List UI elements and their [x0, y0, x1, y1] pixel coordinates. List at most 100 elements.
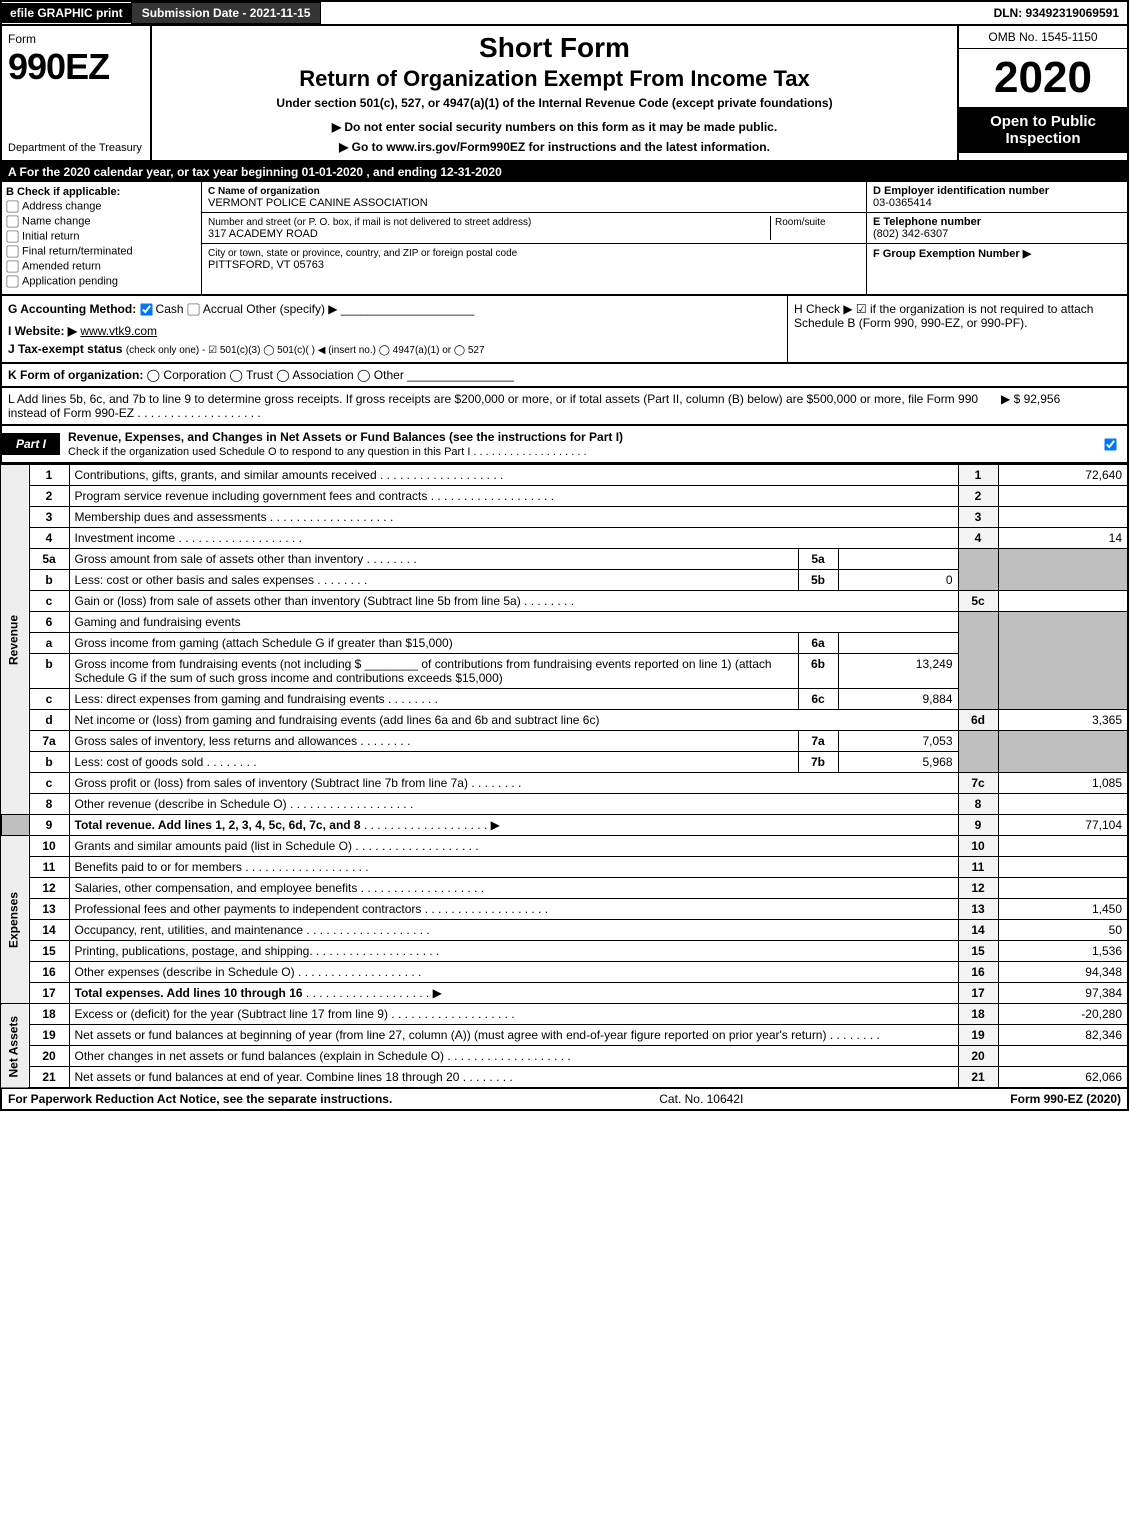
expenses-side-label: Expenses	[1, 836, 29, 1004]
l-row: L Add lines 5b, 6c, and 7b to line 9 to …	[0, 388, 1129, 426]
row-a-tax-year: A For the 2020 calendar year, or tax yea…	[0, 162, 1129, 182]
line-7b-text: Less: cost of goods sold	[75, 755, 257, 769]
omb-number: OMB No. 1545-1150	[959, 26, 1127, 49]
ein-value: 03-0365414	[873, 197, 932, 209]
line-7a-text: Gross sales of inventory, less returns a…	[75, 734, 411, 748]
sub-7b: 5,968	[838, 752, 958, 773]
val-14: 50	[998, 920, 1128, 941]
g-cash[interactable]: Cash	[140, 302, 184, 316]
line-4-text: Investment income	[75, 531, 302, 545]
short-form-title: Short Form	[158, 32, 951, 64]
cb-amended-return[interactable]: Amended return	[6, 260, 197, 273]
val-13: 1,450	[998, 899, 1128, 920]
val-3	[998, 507, 1128, 528]
line-2-text: Program service revenue including govern…	[75, 489, 555, 503]
val-15: 1,536	[998, 941, 1128, 962]
val-21: 62,066	[998, 1067, 1128, 1089]
efile-label[interactable]: efile GRAPHIC print	[2, 3, 131, 23]
line-12-text: Salaries, other compensation, and employ…	[75, 881, 485, 895]
website-value[interactable]: www.vtk9.com	[80, 324, 157, 338]
val-5c	[998, 591, 1128, 612]
form-header: Form 990EZ Department of the Treasury Sh…	[0, 26, 1129, 162]
netassets-side-label: Net Assets	[1, 1004, 29, 1089]
e-tel-label: E Telephone number	[873, 216, 981, 228]
sub-6b: 13,249	[838, 654, 958, 689]
line-num-1: 1	[29, 465, 69, 486]
l-amount: ▶ $ 92,956	[1001, 392, 1121, 420]
g-accrual[interactable]: Accrual	[187, 302, 243, 316]
subtitle: Under section 501(c), 527, or 4947(a)(1)…	[158, 96, 951, 110]
org-name: VERMONT POLICE CANINE ASSOCIATION	[208, 197, 428, 209]
line-10-text: Grants and similar amounts paid (list in…	[75, 839, 479, 853]
line-9-text: Total revenue. Add lines 1, 2, 3, 4, 5c,…	[75, 818, 361, 832]
d-ein-label: D Employer identification number	[873, 185, 1049, 197]
j-rest: (check only one) - ☑ 501(c)(3) ◯ 501(c)(…	[126, 345, 485, 356]
ssn-warning: ▶ Do not enter social security numbers o…	[158, 120, 951, 134]
i-label: I Website: ▶	[8, 324, 77, 338]
open-inspection: Open to Public Inspection	[959, 107, 1127, 153]
cb-initial-return[interactable]: Initial return	[6, 230, 197, 243]
line-20-text: Other changes in net assets or fund bala…	[75, 1049, 571, 1063]
top-bar: efile GRAPHIC print Submission Date - 20…	[0, 0, 1129, 26]
k-label: K Form of organization:	[8, 368, 143, 382]
sub-5b: 0	[838, 570, 958, 591]
line-5b-text: Less: cost or other basis and sales expe…	[75, 573, 368, 587]
line-17-text: Total expenses. Add lines 10 through 16	[75, 986, 303, 1000]
section-c: C Name of organization VERMONT POLICE CA…	[202, 182, 867, 294]
department: Department of the Treasury	[8, 142, 144, 154]
val-17: 97,384	[998, 983, 1128, 1004]
part1-header: Part I Revenue, Expenses, and Changes in…	[0, 426, 1129, 464]
b-header: B Check if applicable:	[6, 186, 197, 198]
g-label: G Accounting Method:	[8, 302, 136, 316]
cb-application-pending[interactable]: Application pending	[6, 275, 197, 288]
submission-date: Submission Date - 2021-11-15	[131, 2, 322, 24]
line-3-text: Membership dues and assessments	[75, 510, 394, 524]
revenue-side-label: Revenue	[1, 465, 29, 815]
goto-link[interactable]: ▶ Go to www.irs.gov/Form990EZ for instru…	[158, 140, 951, 154]
val-18: -20,280	[998, 1004, 1128, 1025]
line-6b-intro: Gross income from fundraising events (no…	[75, 657, 362, 671]
line-21-text: Net assets or fund balances at end of ye…	[75, 1070, 513, 1084]
val-9: 77,104	[998, 815, 1128, 836]
line-6-text: Gaming and fundraising events	[69, 612, 958, 633]
line-19-text: Net assets or fund balances at beginning…	[75, 1028, 880, 1042]
main-title: Return of Organization Exempt From Incom…	[158, 66, 951, 92]
val-19: 82,346	[998, 1025, 1128, 1046]
val-16: 94,348	[998, 962, 1128, 983]
c-city-label: City or town, state or province, country…	[208, 248, 517, 259]
k-rest: ◯ Corporation ◯ Trust ◯ Association ◯ Ot…	[147, 368, 404, 382]
footer-left: For Paperwork Reduction Act Notice, see …	[8, 1092, 392, 1106]
gh-row: G Accounting Method: Cash Accrual Other …	[0, 296, 1129, 364]
cb-final-return[interactable]: Final return/terminated	[6, 245, 197, 258]
part1-checkbox[interactable]	[1097, 437, 1127, 451]
org-city: PITTSFORD, VT 05763	[208, 259, 324, 271]
j-label: J Tax-exempt status	[8, 342, 123, 356]
tel-value: (802) 342-6307	[873, 228, 948, 240]
val-4: 14	[998, 528, 1128, 549]
c-street-label: Number and street (or P. O. box, if mail…	[208, 217, 531, 228]
sub-7a: 7,053	[838, 731, 958, 752]
revenue-table: Revenue 1 Contributions, gifts, grants, …	[0, 464, 1129, 1089]
footer-right: Form 990-EZ (2020)	[1010, 1092, 1121, 1106]
line-6d-text: Net income or (loss) from gaming and fun…	[75, 713, 600, 727]
section-b: B Check if applicable: Address change Na…	[2, 182, 202, 294]
sub-5a	[838, 549, 958, 570]
line-5c-text: Gain or (loss) from sale of assets other…	[75, 594, 575, 608]
line-14-text: Occupancy, rent, utilities, and maintena…	[75, 923, 430, 937]
rnum-1: 1	[958, 465, 998, 486]
line-1-text: Contributions, gifts, grants, and simila…	[75, 468, 504, 482]
cb-name-change[interactable]: Name change	[6, 215, 197, 228]
k-row: K Form of organization: ◯ Corporation ◯ …	[0, 364, 1129, 388]
line-16-text: Other expenses (describe in Schedule O)	[75, 965, 422, 979]
org-info-block: B Check if applicable: Address change Na…	[0, 182, 1129, 296]
line-8-text: Other revenue (describe in Schedule O)	[75, 797, 414, 811]
org-street: 317 ACADEMY ROAD	[208, 228, 318, 240]
dln: DLN: 93492319069591	[986, 3, 1127, 23]
form-number: 990EZ	[8, 46, 144, 88]
val-10	[998, 836, 1128, 857]
val-2	[998, 486, 1128, 507]
line-18-text: Excess or (deficit) for the year (Subtra…	[75, 1007, 515, 1021]
cb-address-change[interactable]: Address change	[6, 200, 197, 213]
c-name-label: C Name of organization	[208, 186, 320, 197]
f-group-label: F Group Exemption Number ▶	[873, 248, 1031, 260]
